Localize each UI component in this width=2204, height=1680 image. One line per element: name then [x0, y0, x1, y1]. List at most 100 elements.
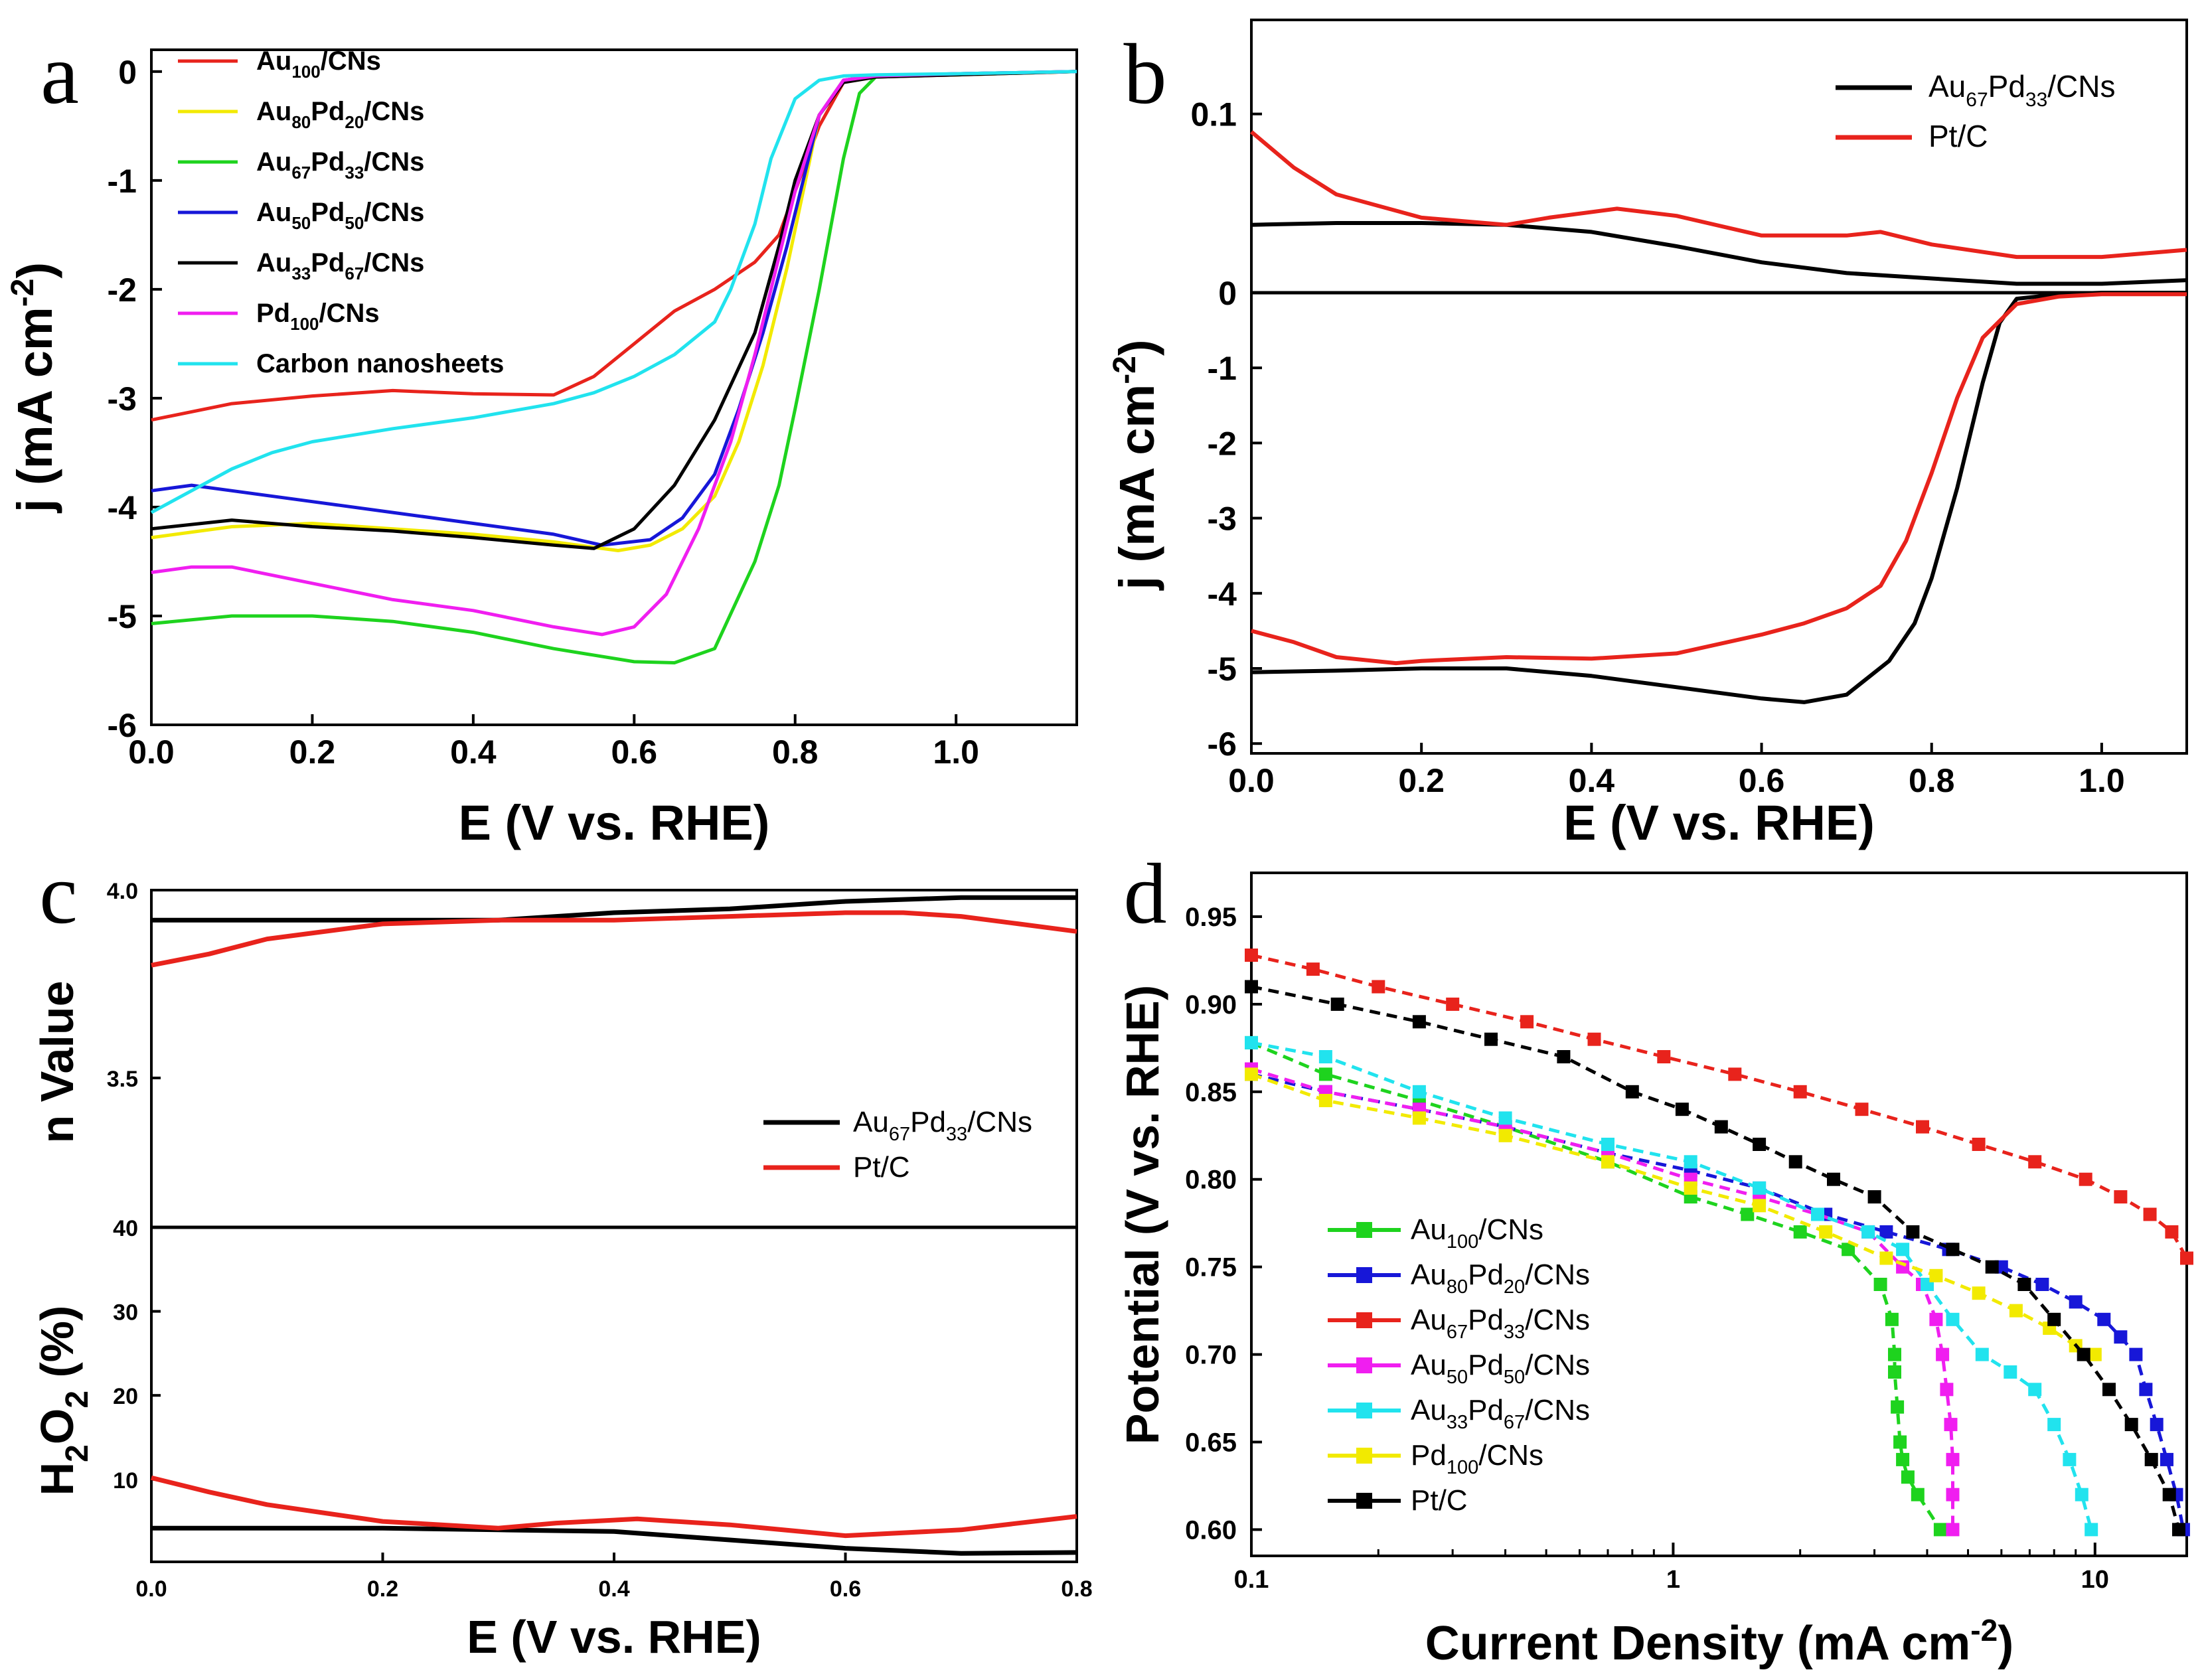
legend-marker [1356, 1267, 1372, 1283]
text-span: Au [256, 97, 291, 126]
text-span: /CNs [1525, 1304, 1590, 1336]
series-line-red [1251, 953, 2189, 1259]
data-point-cyan [2085, 1523, 2098, 1537]
text-span: 2 [60, 1391, 95, 1409]
y-tick-label: -6 [108, 707, 137, 744]
data-point-black [1412, 1015, 1426, 1029]
text-span: 33 [946, 1124, 967, 1145]
data-point-black [2162, 1488, 2176, 1501]
data-point-black [1753, 1138, 1767, 1151]
y-tick-label: 0 [118, 54, 137, 91]
data-point-yellow [1245, 1067, 1258, 1081]
text-span: 100 [1447, 1457, 1478, 1478]
data-point-black [2144, 1452, 2158, 1466]
text-span: 33 [291, 264, 311, 283]
legend-label: Pt/C [1928, 119, 1988, 153]
x-tick-label: 0.1 [1234, 1566, 1269, 1594]
y-tick-label: 0.65 [1185, 1428, 1237, 1458]
text-span: /CNs [364, 198, 424, 227]
panel-letter: c [39, 846, 78, 942]
text-span: Pd [1468, 1304, 1504, 1336]
legend-label: Pd100/CNs [1411, 1439, 1543, 1478]
data-point-red [1728, 1067, 1742, 1081]
text-span: /CNs [364, 248, 424, 277]
text-span: 50 [1447, 1367, 1468, 1388]
text-span: 100 [1447, 1231, 1478, 1253]
data-point-green [1893, 1435, 1907, 1449]
text-span: 100 [290, 314, 319, 334]
text-span: Carbon nanosheets [256, 349, 504, 378]
data-point-black [1867, 1190, 1881, 1204]
x-tick-label: 0.2 [289, 733, 336, 771]
data-point-red [2028, 1155, 2042, 1169]
text-span: Pd [1988, 69, 2025, 104]
data-point-green [1901, 1470, 1915, 1484]
text-span: /CNs [1478, 1439, 1543, 1472]
text-span: /CNs [1478, 1213, 1543, 1246]
x-tick-label: 0.8 [1909, 762, 1955, 799]
y-tick-label: -2 [1208, 425, 1237, 462]
text-span: 33 [2025, 89, 2047, 111]
data-point-blue [2035, 1278, 2049, 1291]
data-point-red [1657, 1050, 1671, 1063]
text-span: /CNs [967, 1106, 1032, 1138]
data-point-black [1625, 1085, 1639, 1099]
data-point-cyan [2063, 1452, 2077, 1466]
y-tick-label: 0.75 [1185, 1253, 1237, 1282]
x-tick-label: 1 [1666, 1566, 1680, 1594]
data-point-black [1985, 1260, 1999, 1274]
text-span: 20 [345, 112, 364, 132]
data-point-black [1946, 1243, 1960, 1257]
data-point-black [1788, 1155, 1802, 1169]
data-point-blue [2129, 1347, 2143, 1361]
series-line-magenta [151, 70, 1077, 637]
series-line-black [1251, 291, 2187, 704]
text-span: ) [7, 262, 62, 279]
y-axis-title: j (mA cm-2) [1107, 339, 1164, 591]
text-span: Pd [1468, 1394, 1504, 1426]
data-point-green [1888, 1365, 1901, 1379]
y-tick-label: 0.80 [1185, 1166, 1237, 1195]
data-point-blue [2114, 1330, 2128, 1344]
data-point-cyan [1245, 1035, 1258, 1049]
y-axis-title-bottom: H2O2 (%) [31, 1306, 95, 1496]
y-tick-label: -6 [1208, 725, 1237, 763]
data-point-red [1855, 1103, 1869, 1116]
x-tick-label: 0.4 [1569, 762, 1615, 799]
data-point-green [1741, 1207, 1755, 1221]
series-line-black [1251, 221, 2187, 286]
text-span: Pt/C [853, 1151, 910, 1184]
data-point-black [1557, 1050, 1571, 1063]
data-point-magenta [1936, 1347, 1950, 1361]
legend-marker [1356, 1448, 1372, 1464]
data-point-yellow [1972, 1286, 1986, 1300]
series-line-black [151, 1525, 1077, 1556]
x-tick-label: 1.0 [933, 733, 979, 771]
data-point-yellow [2009, 1304, 2023, 1318]
text-span: Au [256, 248, 291, 277]
y-tick-label: 0.95 [1185, 903, 1237, 932]
text-span: /CNs [1525, 1259, 1590, 1291]
data-point-magenta [1946, 1523, 1960, 1537]
series-line-red [151, 910, 1077, 968]
text-span: /CNs [364, 97, 424, 126]
y-tick-label: 0.90 [1185, 990, 1237, 1020]
data-point-cyan [1753, 1181, 1767, 1195]
data-point-black [1245, 980, 1258, 994]
series-line-green [151, 70, 1077, 664]
y-tick-label: 0.1 [1190, 96, 1237, 133]
data-point-blue [1879, 1225, 1893, 1239]
data-point-blue [2069, 1295, 2083, 1309]
data-point-black [1714, 1120, 1728, 1134]
plot-frame [150, 48, 1078, 726]
series-line-blue [1251, 1072, 2185, 1530]
y-axis-title: j (mA cm-2) [5, 262, 62, 514]
text-span: Au [853, 1106, 889, 1138]
data-point-blue [2160, 1452, 2173, 1466]
data-point-green [1911, 1488, 1925, 1501]
x-tick-label: 0.0 [1228, 762, 1275, 799]
text-span: Pd [311, 97, 345, 126]
data-point-red [1446, 997, 1460, 1011]
data-point-cyan [2004, 1365, 2017, 1379]
